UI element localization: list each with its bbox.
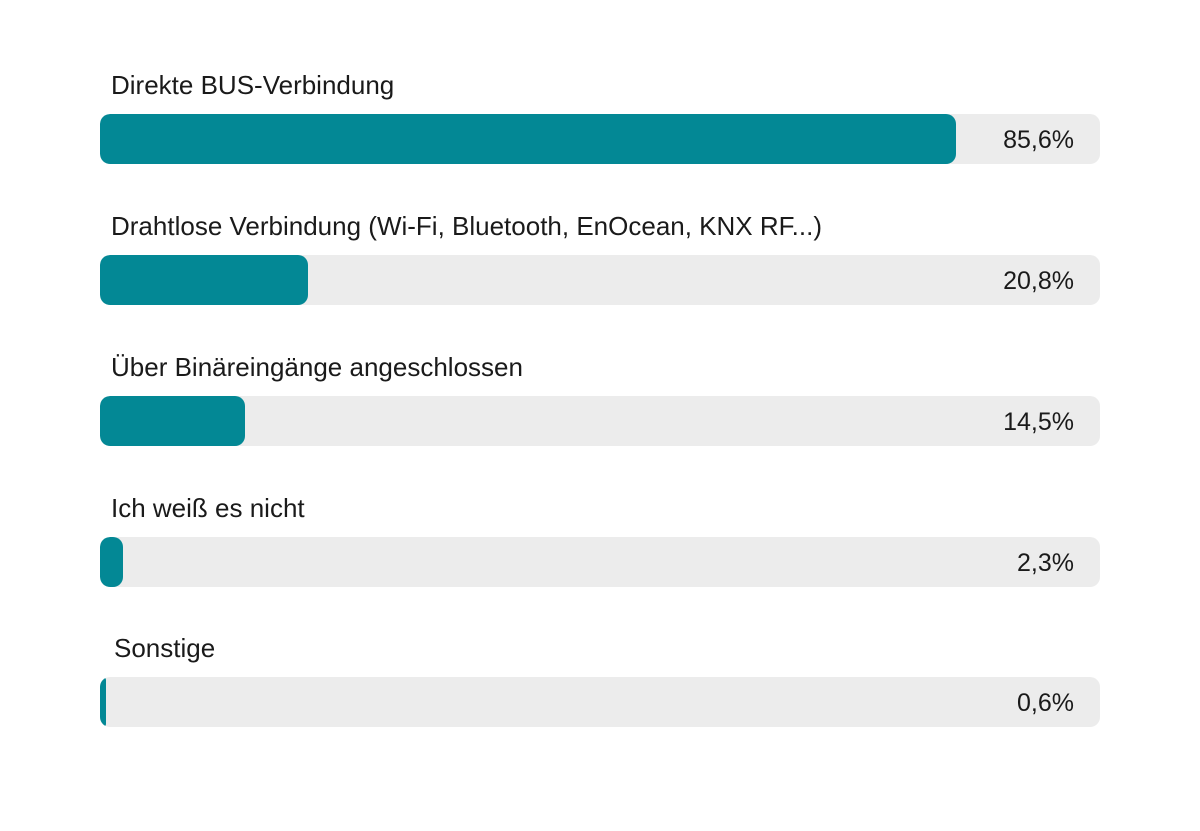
bar-row: Über Binäreingänge angeschlossen 14,5% xyxy=(100,352,1100,482)
bar xyxy=(100,537,123,587)
value-label: 20,8% xyxy=(1003,267,1074,295)
category-label: Drahtlose Verbindung (Wi-Fi, Bluetooth, … xyxy=(111,211,822,241)
bar xyxy=(100,255,308,305)
bar-track xyxy=(100,537,1100,587)
value-label: 14,5% xyxy=(1003,408,1074,436)
category-label: Direkte BUS-Verbindung xyxy=(111,70,395,100)
bar-track xyxy=(100,396,1100,446)
bar-track xyxy=(100,255,1100,305)
bar-track xyxy=(100,114,1100,164)
bar xyxy=(100,396,245,446)
bar xyxy=(100,114,956,164)
bar-row: Drahtlose Verbindung (Wi-Fi, Bluetooth, … xyxy=(100,211,1100,341)
bar-row: Direkte BUS-Verbindung 85,6% xyxy=(100,70,1100,200)
bar-row: Sonstige 0,6% xyxy=(100,633,1100,763)
bar-track xyxy=(100,677,1100,727)
value-label: 85,6% xyxy=(1003,126,1074,154)
category-label: Ich weiß es nicht xyxy=(111,493,305,523)
category-label: Sonstige xyxy=(114,633,216,663)
value-label: 0,6% xyxy=(1017,689,1074,717)
bar xyxy=(100,677,106,727)
bar-row: Ich weiß es nicht 2,3% xyxy=(100,493,1100,623)
value-label: 2,3% xyxy=(1017,549,1074,577)
category-label: Über Binäreingänge angeschlossen xyxy=(111,352,523,382)
